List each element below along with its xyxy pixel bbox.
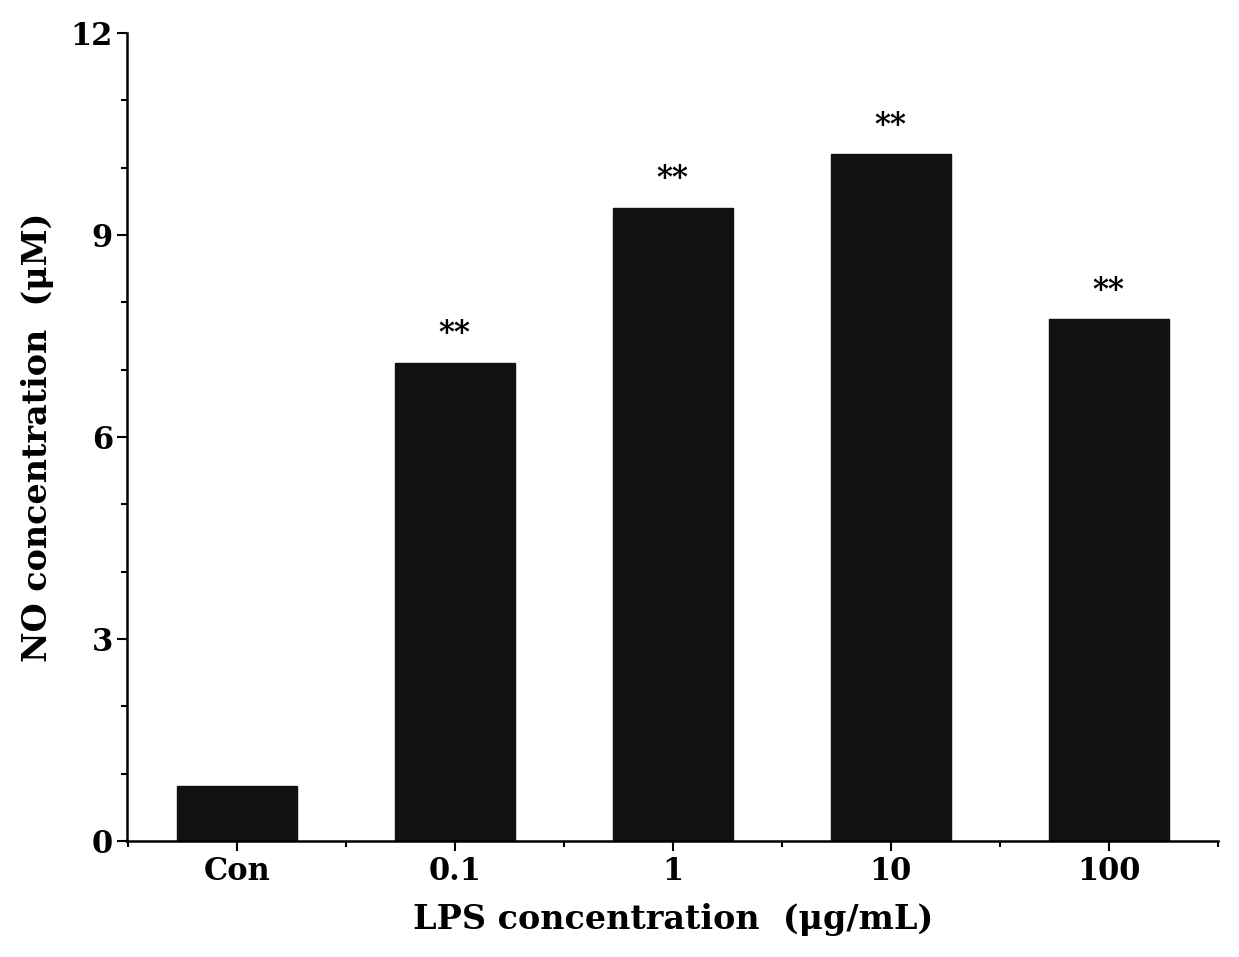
Text: **: **	[657, 164, 689, 194]
Bar	[831, 154, 950, 841]
Text: **: **	[439, 319, 471, 349]
X-axis label: LPS concentration  (μg/mL): LPS concentration (μg/mL)	[413, 903, 933, 936]
Bar	[395, 363, 515, 841]
Bar	[613, 208, 732, 841]
Y-axis label: NO concentration  (μM): NO concentration (μM)	[21, 212, 53, 661]
Text: **: **	[875, 110, 907, 141]
Bar	[177, 786, 297, 841]
Text: **: **	[1093, 275, 1125, 305]
Bar	[1048, 319, 1168, 841]
